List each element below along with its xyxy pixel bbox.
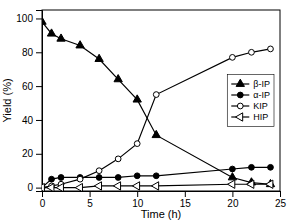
data-point [249,164,255,170]
data-point [75,183,82,191]
legend-label: β-IP [253,79,270,89]
x-tick-mark [232,191,233,197]
legend-marker [235,113,242,121]
y-tick: 80 [22,47,42,58]
y-tick: 100 [16,13,42,24]
legend-marker [236,79,244,86]
y-tick-mark [36,86,42,87]
data-point [95,54,103,61]
data-point [230,54,236,60]
data-point [115,175,121,181]
legend-item: KIP [231,101,268,111]
data-point [49,176,55,182]
legend-item: α-IP [231,90,270,100]
x-tick: 15 [180,191,192,209]
data-point [47,29,55,36]
legend-label: α-IP [253,90,270,100]
data-point [228,173,236,180]
legend-item: β-IP [231,79,270,89]
data-point [228,180,235,188]
y-tick-label: 40 [22,115,34,126]
y-tick: 0 [27,182,42,193]
x-axis-line [43,192,281,198]
data-point [77,176,83,182]
legend: β-IPα-IPKIPHIP [227,75,274,127]
x-tick: 25 [275,191,287,209]
legend-label: KIP [253,101,268,111]
x-tick: 5 [87,191,93,209]
data-point [132,182,139,190]
x-tick-mark [280,191,281,197]
y-tick-mark [36,18,42,19]
legend-marker [237,103,243,109]
data-point [134,141,140,147]
y-tick-label: 20 [22,148,34,159]
data-point [249,49,255,55]
data-point [134,173,140,179]
y-tick-mark [36,52,42,53]
plot-frame [42,10,280,191]
y-tick-label: 100 [16,13,33,24]
x-tick-label: 15 [180,198,192,209]
series-layer [42,17,275,191]
x-tick: 0 [40,191,46,209]
data-point [115,156,121,162]
data-point [96,175,102,181]
series [42,46,273,190]
x-tick-label: 5 [87,198,93,209]
x-tick: 20 [227,191,239,209]
data-point [247,180,254,188]
plot: 0 5 10 15 20 25 0 20 40 60 80 100 β-IPα-IPKIPHIP [16,10,286,209]
x-tick-mark [185,191,186,197]
data-point [42,17,46,24]
x-tick-mark [90,191,91,197]
legend-marker [237,92,243,98]
y-axis: 0 20 40 60 80 100 [16,11,42,194]
data-point [152,130,160,137]
data-point [153,92,159,98]
y-axis-line [36,11,43,192]
data-point [96,168,102,174]
data-point [230,166,236,172]
y-tick-mark [36,188,42,189]
y-axis-title: Yield (%) [1,78,13,122]
x-tick-mark [137,191,138,197]
y-tick: 60 [22,81,42,92]
data-point [114,75,122,82]
x-tick: 10 [132,191,144,209]
x-tick-label: 20 [227,198,239,209]
x-axis-title: Time (h) [141,208,182,220]
data-point [76,41,84,48]
data-point [58,175,64,181]
data-point [94,182,101,190]
x-tick-label: 0 [40,198,46,209]
data-point [133,95,141,102]
data-point [56,183,63,191]
data-point [151,182,158,190]
data-point [268,46,274,52]
y-tick-label: 60 [22,81,34,92]
y-tick-label: 0 [27,182,33,193]
data-point [268,164,274,170]
data-point [42,183,44,191]
series [42,180,273,191]
y-tick: 40 [22,115,42,126]
y-tick-mark [36,154,42,155]
chart: 0 5 10 15 20 25 0 20 40 60 80 100 β-IPα-IPKIPHIP Time… [0,0,292,223]
x-axis: 0 5 10 15 20 25 [40,191,287,209]
legend-frame [227,75,274,127]
legend-item: HIP [231,112,268,122]
series [42,17,275,187]
legend-label: HIP [253,112,268,122]
y-tick: 20 [22,148,42,159]
data-point [266,180,273,188]
data-point [57,34,65,41]
data-point [113,182,120,190]
y-tick-mark [36,120,42,121]
data-point [153,173,159,179]
data-point [47,183,54,191]
x-tick-label: 25 [275,198,287,209]
y-tick-label: 80 [22,47,34,58]
